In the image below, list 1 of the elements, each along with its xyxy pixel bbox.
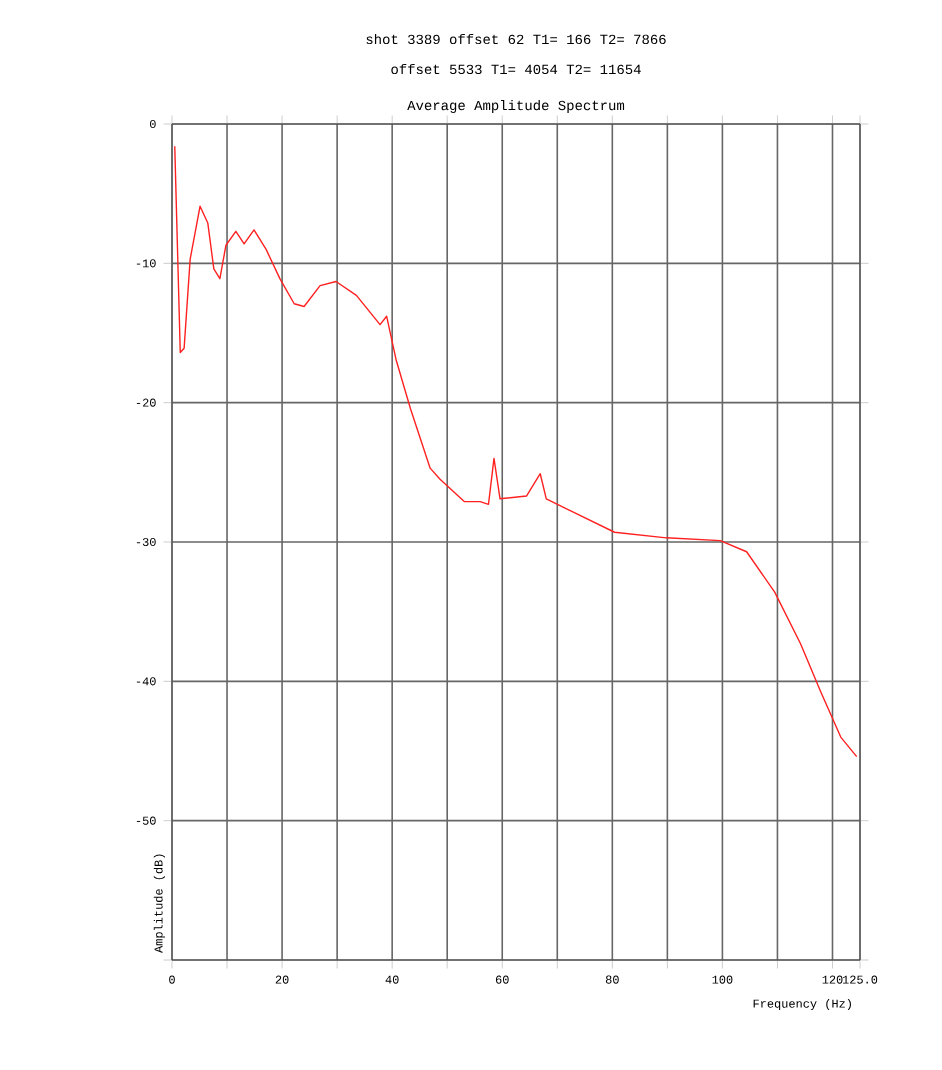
line-series bbox=[174, 145, 858, 758]
